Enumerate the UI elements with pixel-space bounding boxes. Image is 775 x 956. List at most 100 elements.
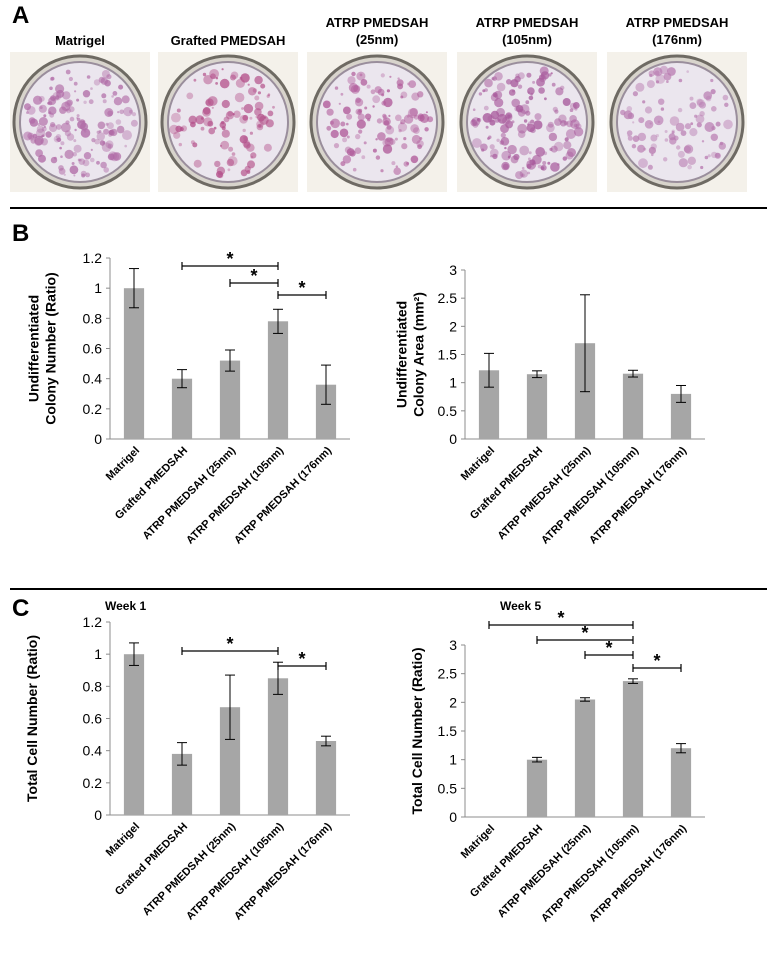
colony-spot: [689, 102, 697, 109]
colony-spot: [664, 130, 668, 133]
colony-spot: [683, 145, 691, 153]
colony-spot: [339, 128, 349, 138]
colony-spot: [472, 138, 482, 148]
colony-spot: [386, 124, 392, 130]
y-tick-label: 2: [449, 318, 457, 334]
colony-spot: [94, 138, 100, 145]
bar: [315, 741, 337, 815]
colony-spot: [240, 169, 248, 177]
panel-letter-c: C: [12, 595, 30, 622]
colony-spot: [389, 75, 392, 78]
bar: [123, 288, 145, 439]
colony-spot: [243, 141, 251, 149]
colony-spot: [90, 87, 93, 90]
colony-spot: [86, 75, 91, 79]
x-category-label: ATRP PMEDSAH (25nm): [140, 820, 238, 918]
colony-spot: [105, 140, 114, 149]
colony-spot: [260, 83, 266, 89]
colony-spot: [247, 83, 250, 86]
colony-spot: [123, 106, 133, 117]
colony-spot: [515, 171, 524, 180]
colony-spot: [250, 152, 257, 159]
colony-spot: [403, 137, 407, 141]
significance-label: *: [226, 249, 233, 269]
colony-spot: [266, 94, 270, 98]
y-tick-label: 0.4: [83, 743, 103, 759]
culture-dish-image: [10, 52, 150, 192]
colony-spot: [551, 82, 556, 87]
y-tick-label: 0: [94, 431, 102, 447]
x-category-label: Matrigel: [104, 821, 142, 859]
colony-spot: [534, 113, 542, 121]
colony-spot: [220, 140, 230, 150]
bar: [267, 678, 289, 815]
colony-spot: [103, 128, 110, 135]
colony-spot: [107, 153, 115, 161]
colony-spot: [397, 122, 408, 132]
colony-spot: [50, 95, 56, 101]
colony-spot: [111, 95, 114, 98]
y-tick-label: 0.8: [83, 310, 103, 326]
colony-spot: [77, 158, 81, 162]
colony-spot: [517, 84, 523, 89]
colony-spot: [517, 123, 528, 134]
colony-spot: [90, 157, 95, 163]
bar: [219, 707, 241, 815]
significance-bracket: [277, 662, 327, 670]
significance-label: *: [250, 266, 257, 286]
colony-spot: [346, 122, 349, 126]
colony-spot: [513, 153, 520, 161]
error-bar: [177, 369, 187, 389]
colony-spot: [488, 135, 492, 139]
colony-spot: [216, 166, 226, 175]
colony-spot: [537, 164, 542, 169]
x-category-label: ATRP PMEDSAH (176nm): [232, 444, 334, 546]
colony-spot: [47, 101, 50, 105]
colony-spot: [710, 78, 714, 83]
colony-spot: [340, 121, 346, 127]
colony-spot: [186, 92, 194, 100]
colony-spot: [664, 138, 669, 142]
colony-spot: [711, 126, 716, 131]
colony-spot: [38, 104, 47, 113]
colony-spot: [558, 114, 567, 123]
colony-spot: [548, 132, 558, 142]
colony-spot: [43, 114, 47, 118]
colony-spot: [50, 76, 55, 81]
colony-spot: [677, 150, 685, 158]
colony-spot: [554, 118, 562, 126]
colony-spot: [483, 105, 489, 111]
colony-spot: [220, 144, 222, 147]
colony-spot: [401, 143, 408, 150]
y-tick-label: 1.5: [438, 723, 458, 739]
colony-spot: [406, 115, 410, 118]
colony-spot: [58, 165, 64, 171]
colony-spot: [650, 134, 658, 142]
x-category-label: Matrigel: [459, 823, 497, 861]
colony-spot: [352, 167, 357, 172]
colony-spot: [666, 80, 669, 83]
colony-spot: [122, 130, 132, 141]
colony-spot: [632, 121, 635, 124]
colony-spot: [98, 130, 102, 133]
colony-spot: [69, 116, 75, 122]
colony-spot: [234, 92, 245, 103]
colony-spot: [573, 123, 578, 128]
bar: [171, 378, 193, 439]
colony-spot: [235, 78, 245, 88]
y-tick-label: 1: [449, 752, 457, 768]
colony-spot: [700, 165, 704, 170]
colony-spot: [530, 119, 535, 124]
colony-spot: [215, 82, 218, 85]
colony-spot: [248, 87, 257, 96]
x-category-label: ATRP PMEDSAH (25nm): [140, 444, 238, 542]
colony-spot: [620, 109, 626, 116]
error-bar: [177, 742, 187, 766]
colony-spot: [484, 78, 493, 88]
colony-spot: [626, 130, 633, 136]
colony-spot: [355, 98, 364, 107]
colony-spot: [569, 102, 577, 110]
significance-label: *: [226, 634, 233, 654]
colony-spot: [267, 93, 271, 96]
significance-bracket: [181, 262, 279, 270]
